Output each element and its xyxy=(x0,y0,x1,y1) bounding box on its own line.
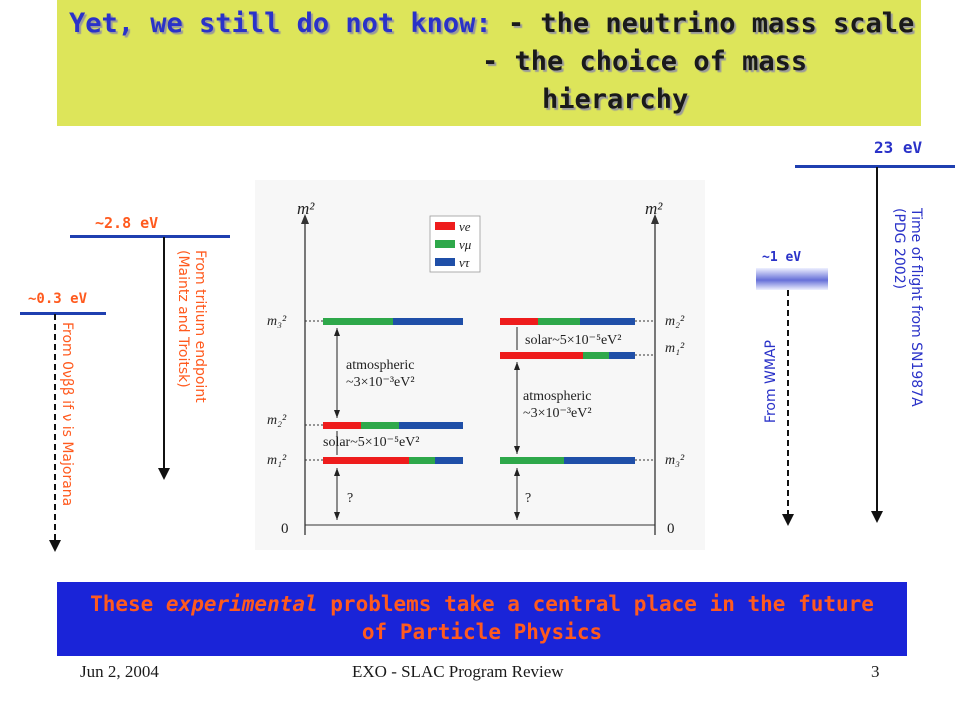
tritium-caption-line-1: From tritium endpoint xyxy=(192,250,208,403)
tritium-arrow-head xyxy=(158,468,170,480)
title-line-1: Yet, we still do not know: - the neutrin… xyxy=(69,8,914,39)
inverted-m1-bar xyxy=(500,352,635,359)
left-axis-label: m² xyxy=(297,199,315,218)
normal-solar-label: solar~5×10⁻⁵eV² xyxy=(323,435,419,450)
sn1987a-arrow-shaft xyxy=(876,167,878,513)
wmap-value-label: ~1 eV xyxy=(762,250,802,265)
left-axis-arrowhead xyxy=(301,214,309,224)
legend-swatch-nu-mu xyxy=(435,240,455,248)
inverted-atm-label-1: atmospheric xyxy=(523,389,591,404)
wmap-caption: From WMAP xyxy=(763,340,779,424)
normal-atm-label-2: ~3×10⁻³eV² xyxy=(346,375,415,390)
conclusion-text-b: problems take a central place in the fut… xyxy=(317,592,874,616)
wmap-arrow-shaft xyxy=(787,290,789,516)
right-axis-label: m² xyxy=(645,199,663,218)
conclusion-text-a: These xyxy=(90,592,166,616)
wmap-arrow-head xyxy=(782,514,794,526)
legend-label-nu-mu: νμ xyxy=(459,237,472,252)
inverted-solar-label: solar~5×10⁻⁵eV² xyxy=(525,333,621,348)
slide-presentation-title: EXO - SLAC Program Review xyxy=(352,662,564,681)
inverted-level-m1: m₁² xyxy=(665,341,685,356)
normal-level-m3: m₃² xyxy=(267,314,287,329)
double-beta-arrow-head xyxy=(49,540,61,552)
title-banner: Yet, we still do not know: - the neutrin… xyxy=(57,0,921,126)
sn1987a-value-label: 23 eV xyxy=(874,138,923,157)
inverted-unknown-label: ? xyxy=(525,491,531,506)
title-line-3: hierarchy xyxy=(542,84,689,115)
normal-m1-bar xyxy=(323,457,463,464)
conclusion-line-2: of Particle Physics xyxy=(361,620,603,644)
tritium-caption-line-2: (Maintz and Troitsk) xyxy=(175,250,191,388)
double-beta-scale-line xyxy=(20,312,106,315)
tritium-arrow-shaft xyxy=(163,237,165,470)
sn1987a-arrow-head xyxy=(871,511,883,523)
right-axis-arrowhead xyxy=(651,214,659,224)
inverted-level-m3: m₃² xyxy=(665,453,685,468)
tritium-value-label: ~2.8 eV xyxy=(95,214,159,232)
slide-date: Jun 2, 2004 xyxy=(80,662,159,681)
sn1987a-caption-line-1: Time of flight from SN1987A xyxy=(908,208,924,407)
normal-level-m2: m₂² xyxy=(267,413,287,428)
sn1987a-caption-line-2: (PDG 2002) xyxy=(891,208,907,290)
wmap-scale-band xyxy=(756,268,828,290)
title-suffix: - the neutrino mass scale xyxy=(491,8,915,39)
inverted-level-m2: m₂² xyxy=(665,314,685,329)
inverted-m3-bar xyxy=(500,457,635,464)
legend-swatch-nu-e xyxy=(435,222,455,230)
conclusion-line-1: These experimental problems take a centr… xyxy=(57,592,907,616)
tritium-caption: From tritium endpoint (Maintz and Troitsk… xyxy=(174,250,208,403)
double-beta-value-label: ~0.3 eV xyxy=(28,291,88,307)
double-beta-caption: From 0νββ if ν is Majorana xyxy=(59,322,75,507)
sn1987a-scale-line xyxy=(795,165,955,168)
conclusion-banner: These experimental problems take a centr… xyxy=(57,582,907,656)
title-prefix: Yet, we still do not know: xyxy=(69,8,492,39)
normal-m2-bar xyxy=(323,422,463,429)
normal-m3-bar xyxy=(323,318,463,325)
legend-label-nu-tau: ντ xyxy=(459,255,471,270)
title-line-2: - the choice of mass xyxy=(482,46,808,77)
slide-page-number: 3 xyxy=(871,662,880,681)
sn1987a-caption: Time of flight from SN1987A (PDG 2002) xyxy=(890,208,924,407)
normal-atm-label-1: atmospheric xyxy=(346,358,414,373)
left-zero-label: 0 xyxy=(281,521,289,537)
double-beta-arrow-shaft xyxy=(54,314,56,540)
normal-unknown-label: ? xyxy=(347,491,353,506)
legend-label-nu-e: νe xyxy=(459,219,471,234)
mass-hierarchy-diagram: m² m² 0 0 νe νμ ντ m₃² m₂² m₁² atmospher… xyxy=(255,180,705,550)
right-zero-label: 0 xyxy=(667,521,675,537)
tritium-scale-line xyxy=(70,235,230,238)
inverted-m2-bar xyxy=(500,318,635,325)
normal-level-m1: m₁² xyxy=(267,453,287,468)
legend-swatch-nu-tau xyxy=(435,258,455,266)
inverted-atm-label-2: ~3×10⁻³eV² xyxy=(523,406,592,421)
conclusion-emphasis: experimental xyxy=(165,592,318,616)
